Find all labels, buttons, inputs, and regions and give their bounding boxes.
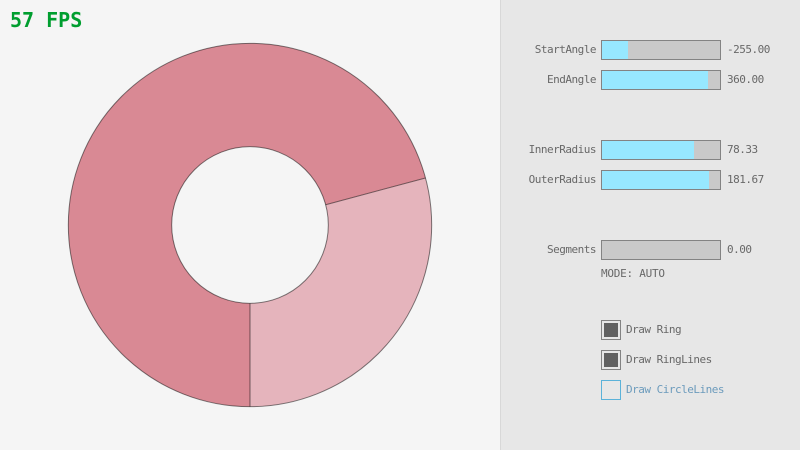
slider-track-outerradius[interactable] [601,170,721,190]
slider-row-outerradius: OuterRadius 181.67 [501,170,800,190]
slider-row-endangle: EndAngle 360.00 [501,70,800,90]
checkbox-checkmark [604,353,618,367]
draw-circlelines-checkbox[interactable] [601,380,621,400]
slider-label-innerradius: InnerRadius [528,143,597,156]
slider-row-segments: Segments 0.00 [501,240,800,260]
slider-row-startangle: StartAngle -255.00 [501,40,800,60]
slider-track-startangle[interactable] [601,40,721,60]
checkbox-row-draw-circlelines: Draw CircleLines [601,380,800,400]
checkbox-checkmark [604,323,618,337]
slider-value-innerradius: 78.33 [727,143,758,156]
draw-ring-label: Draw Ring [626,323,682,336]
mode-status-text: MODE: AUTO [601,267,665,280]
draw-ringlines-checkbox[interactable] [601,350,621,370]
control-panel: StartAngle -255.00 EndAngle 360.00 Inner… [500,0,800,450]
slider-label-endangle: EndAngle [547,73,596,86]
draw-ring-checkbox[interactable] [601,320,621,340]
draw-circlelines-label: Draw CircleLines [626,383,724,396]
fps-counter: 57 FPS [10,8,83,32]
slider-label-outerradius: OuterRadius [528,173,597,186]
slider-fill-outerradius [602,171,709,189]
checkbox-row-draw-ring: Draw Ring [601,320,800,340]
slider-fill-innerradius [602,141,694,159]
slider-track-segments[interactable] [601,240,721,260]
draw-ringlines-label: Draw RingLines [626,353,712,366]
slider-value-endangle: 360.00 [727,73,764,86]
slider-track-innerradius[interactable] [601,140,721,160]
slider-fill-endangle [602,71,708,89]
checkbox-row-draw-ringlines: Draw RingLines [601,350,800,370]
slider-track-endangle[interactable] [601,70,721,90]
slider-label-startangle: StartAngle [534,43,597,56]
slider-value-segments: 0.00 [727,243,752,256]
slider-value-startangle: -255.00 [727,43,770,56]
slider-value-outerradius: 181.67 [727,173,764,186]
slider-row-innerradius: InnerRadius 78.33 [501,140,800,160]
slider-label-segments: Segments [547,243,596,256]
slider-fill-startangle [602,41,628,59]
